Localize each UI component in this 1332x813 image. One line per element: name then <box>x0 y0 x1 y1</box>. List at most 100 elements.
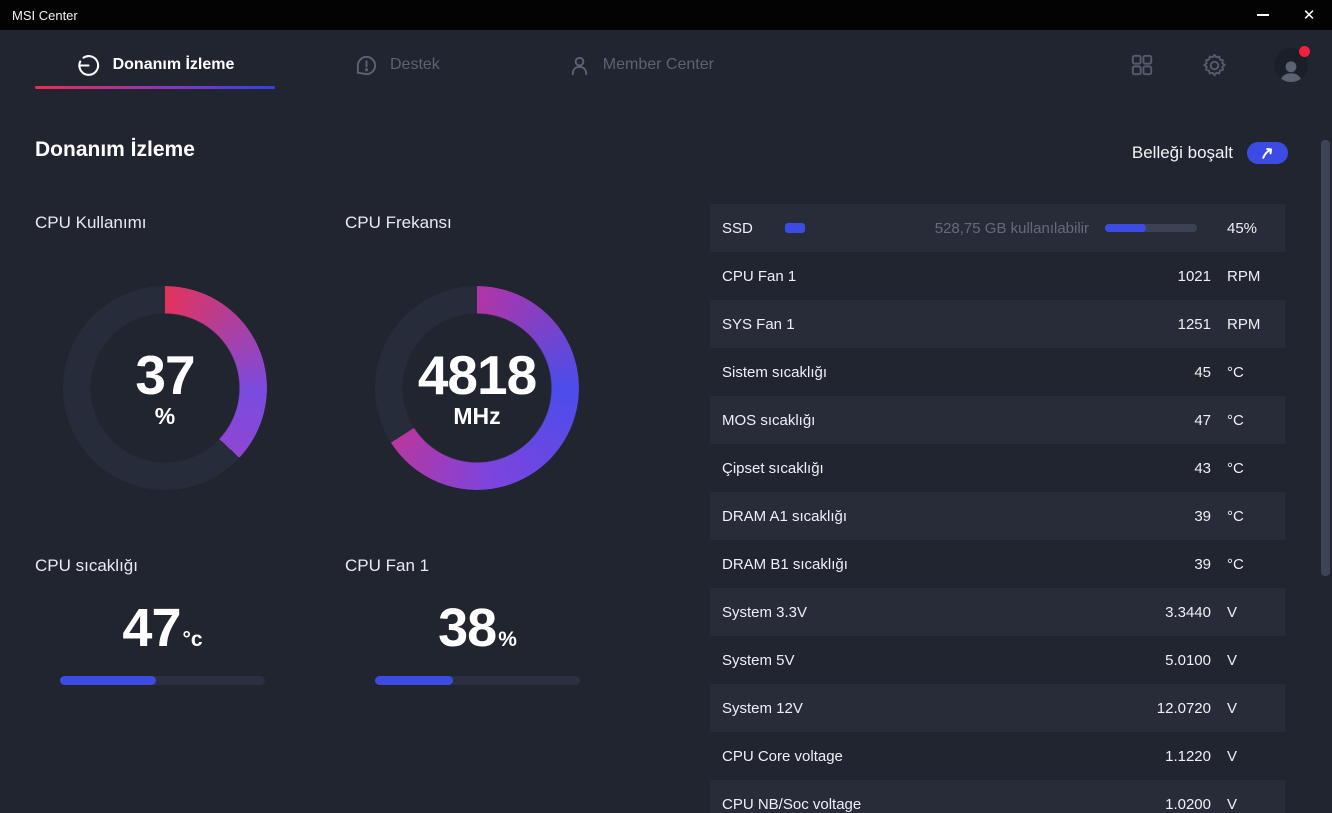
row-label: CPU NB/Soc voltage <box>722 795 862 813</box>
cpu-frequency-unit: MHz <box>453 403 501 429</box>
user-avatar-button[interactable] <box>1274 46 1310 82</box>
user-silhouette-icon <box>1280 61 1302 82</box>
row-label: SSD <box>722 219 753 237</box>
close-icon: ✕ <box>1302 6 1316 24</box>
settings-button[interactable] <box>1201 52 1228 79</box>
free-memory-boost-button[interactable] <box>1247 142 1288 164</box>
cpu-frequency-value: 4818 <box>417 344 537 406</box>
tab-support[interactable]: Destek <box>355 30 440 100</box>
scrollbar-thumb[interactable] <box>1321 140 1330 576</box>
ssd-usage-bar-fill <box>1105 224 1147 232</box>
row-value: 39 <box>1194 507 1211 525</box>
sensor-table: SSD 528,75 GB kullanılabilir 45% CPU Fan 1 1… <box>710 204 1285 813</box>
boost-arrow-icon <box>1262 147 1273 159</box>
cpu-fan-bar-fill <box>375 676 453 685</box>
row-label: DRAM B1 sıcaklığı <box>722 555 848 573</box>
free-memory-label: Belleği boşalt <box>1131 143 1233 162</box>
tab-label: Destek <box>390 56 440 73</box>
ssd-row: SSD 528,75 GB kullanılabilir 45% <box>710 204 1285 252</box>
row-unit: V <box>1227 795 1238 813</box>
free-memory-area: Belleği boşalt <box>1132 142 1288 164</box>
nav-bar: Donanım İzleme Destek Member Center <box>0 30 1332 100</box>
cpu-temp-bar-fill <box>60 676 157 685</box>
close-button[interactable]: ✕ <box>1286 0 1332 30</box>
row-label: MOS sıcaklığı <box>722 411 816 429</box>
minimize-icon <box>1257 14 1269 16</box>
cpu-fan-value: 38 <box>438 598 497 658</box>
sensor-row: CPU Fan 1 1021 RPM <box>710 252 1285 300</box>
row-unit: V <box>1227 699 1238 717</box>
sensor-row: System 12V 12.0720 V <box>710 684 1285 732</box>
support-icon <box>355 54 378 77</box>
row-value: 47 <box>1194 411 1211 429</box>
stat-label-cpu-temp: CPU sıcaklığı <box>35 556 138 575</box>
row-unit: V <box>1227 603 1238 621</box>
sensor-row: MOS sıcaklığı 47 °C <box>710 396 1285 444</box>
sensor-row: System 5V 5.0100 V <box>710 636 1285 684</box>
row-value: 12.0720 <box>1156 699 1211 717</box>
cpu-temp-bar <box>60 676 265 685</box>
cpu-temp-value: 47 <box>122 598 181 658</box>
gauge-icon <box>76 53 101 78</box>
sensor-row: CPU Core voltage 1.1220 V <box>710 732 1285 780</box>
tab-hardware-monitoring[interactable]: Donanım İzleme <box>35 30 275 100</box>
sensor-row: SYS Fan 1 1251 RPM <box>710 300 1285 348</box>
nav-right-icons <box>1129 46 1310 82</box>
member-icon <box>568 54 591 77</box>
gauge-label-cpu-frequency: CPU Frekansı <box>345 213 452 232</box>
page-title: Donanım İzleme <box>35 138 195 161</box>
sensor-row: DRAM B1 sıcaklığı 39 °C <box>710 540 1285 588</box>
row-unit: °C <box>1227 459 1244 477</box>
ssd-health-indicator <box>784 223 805 233</box>
row-label: System 12V <box>722 699 803 717</box>
cpu-frequency-gauge-ring <box>375 286 579 490</box>
row-label: CPU Core voltage <box>722 747 843 765</box>
cpu-fan-bar <box>375 676 580 685</box>
cpu-usage-value: 37 <box>135 344 195 406</box>
row-unit: °C <box>1227 411 1244 429</box>
notification-dot <box>1299 46 1310 57</box>
row-label: DRAM A1 sıcaklığı <box>722 507 848 525</box>
row-unit: RPM <box>1227 315 1261 333</box>
cpu-usage-gauge: 37 % <box>63 286 267 490</box>
tab-member-center[interactable]: Member Center <box>568 30 714 100</box>
tab-label: Donanım İzleme <box>112 56 235 73</box>
sensor-row: CPU NB/Soc voltage 1.0200 V <box>710 780 1285 813</box>
ssd-available-text: 528,75 GB kullanılabilir <box>934 219 1089 237</box>
minimize-button[interactable] <box>1240 0 1286 30</box>
window-title: MSI Center <box>12 7 78 23</box>
ssd-usage-percent: 45% <box>1227 219 1258 237</box>
row-unit: °C <box>1227 363 1244 381</box>
sensor-row: Çipset sıcaklığı 43 °C <box>710 444 1285 492</box>
row-unit: V <box>1227 651 1238 669</box>
cpu-usage-unit: % <box>154 403 176 429</box>
apps-grid-button[interactable] <box>1129 52 1155 78</box>
cpu-temp-stat: 47°c <box>60 597 265 659</box>
stat-label-cpu-fan: CPU Fan 1 <box>345 556 430 575</box>
cpu-temp-unit: °c <box>182 628 203 651</box>
row-value: 1251 <box>1177 315 1211 333</box>
row-label: Çipset sıcaklığı <box>722 459 824 477</box>
row-value: 3.3440 <box>1165 603 1211 621</box>
row-value: 1021 <box>1177 267 1211 285</box>
row-value: 39 <box>1194 555 1211 573</box>
tab-label: Member Center <box>602 56 714 73</box>
row-label: SYS Fan 1 <box>722 315 795 333</box>
settings-gear-icon <box>1203 53 1226 76</box>
title-bar: MSI Center ✕ <box>0 0 1332 30</box>
row-label: CPU Fan 1 <box>722 267 797 285</box>
cpu-fan-unit: % <box>498 628 517 651</box>
sensor-row: Sistem sıcaklığı 45 °C <box>710 348 1285 396</box>
row-unit: °C <box>1227 555 1244 573</box>
sensor-row: System 3.3V 3.3440 V <box>710 588 1285 636</box>
row-value: 43 <box>1194 459 1211 477</box>
sensor-row: DRAM A1 sıcaklığı 39 °C <box>710 492 1285 540</box>
ssd-usage-bar <box>1105 224 1197 232</box>
row-label: System 3.3V <box>722 603 808 621</box>
cpu-fan-stat: 38% <box>375 597 580 659</box>
row-unit: RPM <box>1227 267 1261 285</box>
row-label: Sistem sıcaklığı <box>722 363 828 381</box>
cpu-usage-gauge-ring <box>63 286 267 490</box>
row-value: 1.1220 <box>1165 747 1211 765</box>
row-unit: V <box>1227 747 1238 765</box>
